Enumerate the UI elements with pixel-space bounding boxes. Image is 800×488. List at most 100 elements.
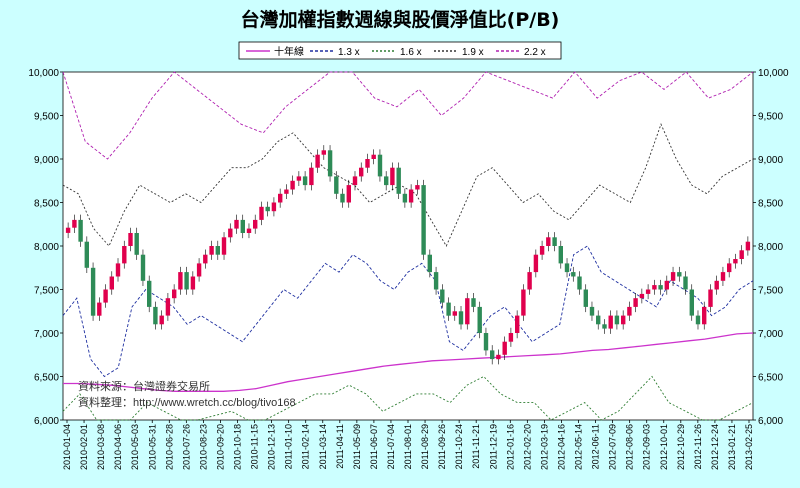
candle-body xyxy=(290,180,295,190)
candle-body xyxy=(490,350,495,360)
candle-body xyxy=(446,302,451,316)
candle-body xyxy=(546,237,551,246)
candle-body xyxy=(78,219,83,242)
x-tick-label: 2012-06-11 xyxy=(591,424,601,469)
legend-label-pb-1-3: 1.3 x xyxy=(338,47,360,58)
candle-body xyxy=(178,272,183,290)
candle-body xyxy=(614,315,620,325)
candle-body xyxy=(527,272,532,290)
candle-body xyxy=(714,280,719,290)
candle-body xyxy=(571,272,576,277)
candle-body xyxy=(340,193,345,203)
candle-body xyxy=(284,189,289,194)
candle-body xyxy=(589,306,595,316)
x-tick-label: 2011-05-09 xyxy=(352,424,362,469)
candle-body xyxy=(508,333,514,342)
candle-body xyxy=(596,315,601,325)
candle-body xyxy=(402,193,408,203)
y-tick-right: 9,500 xyxy=(758,112,783,123)
candle-body xyxy=(352,176,358,186)
candle-body xyxy=(359,167,364,177)
candle-body xyxy=(421,185,426,255)
candle-body xyxy=(315,154,320,168)
legend-box xyxy=(238,41,562,60)
x-tick-label: 2011-02-14 xyxy=(301,424,311,469)
x-tick-label: 2011-08-29 xyxy=(420,424,430,469)
candle-body xyxy=(433,272,439,290)
candle-body xyxy=(309,167,314,186)
candle-body xyxy=(240,219,245,233)
weekly-candles xyxy=(65,145,751,365)
x-tick-label: 2012-03-19 xyxy=(539,424,549,470)
candle-body xyxy=(327,150,333,177)
candle-body xyxy=(683,276,688,290)
candle-body xyxy=(695,315,701,325)
candle-body xyxy=(321,150,326,155)
candle-body xyxy=(496,354,501,360)
candle-body xyxy=(677,272,682,277)
candle-body xyxy=(140,254,146,281)
candle-body xyxy=(334,176,339,194)
candle-body xyxy=(408,189,414,203)
pb-lines xyxy=(62,71,754,421)
x-tick-label: 2010-05-31 xyxy=(147,424,157,470)
y-tick-right: 10,000 xyxy=(758,68,789,79)
x-tick-label: 2010-01-04 xyxy=(62,424,72,470)
organizer-note: 資料整理：http://www.wretch.cc/blog/tivo168 xyxy=(78,395,296,409)
candle-body xyxy=(172,289,177,299)
candle-body xyxy=(84,241,89,268)
series-line-pb-2-2 xyxy=(62,71,754,160)
candle-body xyxy=(427,254,432,273)
y-tick-right: 6,000 xyxy=(758,416,783,427)
x-tick-label: 2011-06-07 xyxy=(369,424,379,469)
candle-body xyxy=(639,293,645,299)
x-tick-label: 2012-09-03 xyxy=(642,424,652,470)
candle-body xyxy=(583,289,588,307)
x-tick-label: 2011-10-24 xyxy=(454,424,464,469)
candle-body xyxy=(234,219,239,229)
x-tick-label: 2012-11-26 xyxy=(693,424,703,469)
legend-label-pb-1-6: 1.6 x xyxy=(400,47,422,58)
candle-body xyxy=(633,298,638,307)
candle-body xyxy=(377,154,383,177)
candle-body xyxy=(396,167,401,194)
legend: 十年線 1.3 x 1.6 x 1.9 x 2.2 x xyxy=(238,41,562,60)
x-tick-label: 2012-07-09 xyxy=(608,424,618,470)
candle-body xyxy=(159,315,164,325)
candle-body xyxy=(558,246,563,264)
candle-body xyxy=(72,219,77,228)
candle-body xyxy=(720,272,726,281)
y-tick-left: 9,000 xyxy=(34,155,59,166)
candle-body xyxy=(165,298,171,316)
candle-body xyxy=(203,254,208,264)
x-tick-label: 2010-10-18 xyxy=(233,424,243,470)
x-tick-label: 2012-02-20 xyxy=(522,424,532,470)
candle-body xyxy=(302,176,308,186)
legend-label-pb-1-9: 1.9 x xyxy=(462,47,484,58)
candle-body xyxy=(246,228,252,233)
candle-body xyxy=(384,176,389,186)
x-tick-label: 2010-02-01 xyxy=(79,424,89,470)
candle-body xyxy=(452,311,457,316)
candle-body xyxy=(153,306,158,325)
y-tick-right: 8,000 xyxy=(758,242,783,253)
candle-body xyxy=(115,263,121,277)
legend-label-ten-year-ma: 十年線 xyxy=(274,45,304,58)
candle-body xyxy=(702,306,707,325)
candle-body xyxy=(664,280,669,290)
chart-title: 台灣加權指數週線與股價淨值比(P/B) xyxy=(241,8,560,31)
x-tick-label: 2010-11-15 xyxy=(250,424,260,469)
x-tick-label: 2012-10-01 xyxy=(659,424,669,470)
candle-body xyxy=(539,246,545,255)
candle-body xyxy=(253,219,258,229)
candle-body xyxy=(608,315,613,329)
y-axis-right: 6,000 6,500 7,000 7,500 8,000 8,500 9,000 9,500… xyxy=(753,68,789,427)
candle-body xyxy=(515,315,520,333)
candle-body xyxy=(533,254,539,273)
candle-body xyxy=(621,315,626,325)
x-tick-label: 2010-04-06 xyxy=(113,424,123,470)
candle-body xyxy=(670,272,676,281)
candle-body xyxy=(577,276,582,290)
series-line-pb-1-6 xyxy=(62,375,754,421)
